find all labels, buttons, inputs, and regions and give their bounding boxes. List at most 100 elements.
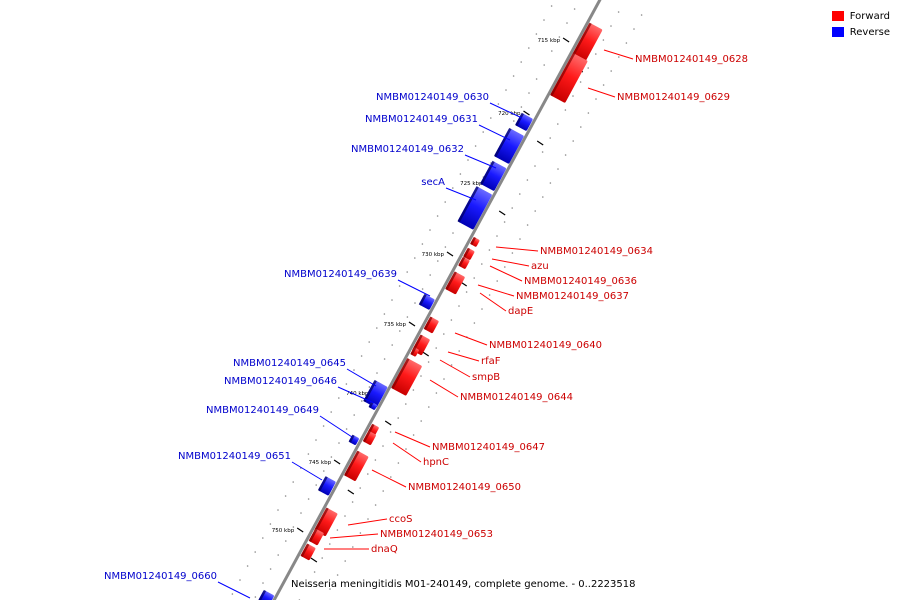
- track-dot: [444, 246, 447, 248]
- label-leader: [329, 533, 379, 539]
- track-dot: [427, 361, 430, 363]
- background-dot-rows: [231, 5, 643, 600]
- track-dot: [444, 201, 447, 203]
- gene-label-forward: NMBM01240149_0629: [617, 92, 730, 103]
- track-dot: [473, 322, 476, 324]
- label-leader: [477, 284, 515, 297]
- track-dot: [414, 302, 416, 304]
- gene-body: [494, 128, 524, 164]
- track-dot: [412, 434, 415, 436]
- track-dot: [505, 89, 507, 91]
- track-dot: [254, 596, 257, 598]
- track-dot: [595, 53, 597, 55]
- gene-shadow: [480, 160, 495, 185]
- track-dot: [526, 179, 529, 181]
- scale-ticks: 715 kbp 720 kbp 725 kbp 730 kbp 735 kbp 740 k…: [272, 37, 584, 563]
- track-dot: [330, 411, 333, 413]
- label-leader: [495, 246, 539, 252]
- scale-tick-label: 715 kbp: [538, 38, 561, 44]
- track-dot: [313, 571, 316, 573]
- gene-shadow: [317, 476, 328, 492]
- scale-tick-label: 725 kbp: [460, 181, 483, 187]
- scale-tick-minor: [498, 210, 506, 216]
- track-dot: [520, 106, 523, 108]
- track-dot: [429, 229, 431, 231]
- gene-shadow: [362, 430, 371, 443]
- gene-arrow: [550, 52, 588, 103]
- track-dot: [374, 459, 377, 461]
- track-dot: [549, 137, 551, 139]
- track-dot: [534, 210, 536, 212]
- label-leader: [454, 332, 488, 346]
- gene-label-reverse: NMBM01240149_0645: [233, 358, 346, 369]
- gene-arrow: [493, 127, 524, 164]
- track-dot: [610, 25, 612, 27]
- scale-tick-label: 730 kbp: [422, 252, 445, 258]
- track-dot: [277, 509, 279, 511]
- track-dot: [465, 291, 468, 293]
- track-dot: [467, 159, 469, 161]
- gene-arrow: [317, 476, 336, 496]
- track-dot: [496, 235, 498, 237]
- track-dot: [458, 350, 461, 352]
- track-dot: [239, 579, 241, 581]
- gene-arrow: [344, 450, 369, 481]
- gene-body: [572, 23, 603, 61]
- gene-label-reverse: NMBM01240149_0632: [351, 144, 464, 155]
- gene-label-reverse: NMBM01240149_0649: [206, 405, 319, 416]
- gene-shadow: [470, 236, 477, 246]
- track-dot: [321, 557, 324, 559]
- gene-shadow: [410, 347, 417, 356]
- track-dot: [376, 327, 378, 329]
- track-dot: [367, 518, 369, 520]
- track-dot: [406, 271, 409, 273]
- scale-tick-label: 745 kbp: [309, 460, 332, 466]
- scale-tick-label: 750 kbp: [272, 528, 295, 534]
- track-dot: [526, 224, 529, 226]
- gene-label-forward: ccoS: [389, 514, 412, 525]
- track-dot: [602, 84, 605, 86]
- legend-forward-label: Forward: [849, 10, 890, 22]
- track-dot: [405, 403, 407, 405]
- track-dot: [353, 369, 355, 371]
- track-dot: [329, 543, 331, 545]
- gene-body: [457, 186, 492, 230]
- gene-shadow: [458, 256, 466, 267]
- scale-tick: [333, 459, 341, 465]
- track-dot: [587, 112, 590, 114]
- gene-body: [480, 161, 506, 191]
- track-dot: [336, 574, 339, 576]
- track-dot: [285, 540, 287, 542]
- label-leader: [392, 442, 422, 463]
- track-dot: [359, 487, 362, 489]
- track-dot: [511, 207, 513, 209]
- track-dot: [488, 249, 491, 251]
- track-dot: [587, 67, 589, 69]
- track-dot: [436, 215, 439, 217]
- gene-label-forward: NMBM01240149_0644: [460, 392, 573, 403]
- track-dot: [353, 414, 356, 416]
- label-leader: [397, 279, 431, 297]
- track-dot: [519, 238, 521, 240]
- scale-tick: [408, 321, 416, 327]
- track-dot: [412, 389, 415, 391]
- label-leader: [394, 431, 431, 448]
- gene-shadow: [418, 293, 427, 306]
- legend: Forward Reverse: [831, 8, 890, 40]
- track-dot: [541, 151, 544, 153]
- track-dot: [572, 95, 574, 97]
- gene-body: [309, 528, 324, 546]
- track-dot: [269, 523, 272, 525]
- gene-shadow: [445, 271, 457, 291]
- track-dot: [398, 285, 401, 287]
- track-dot: [557, 168, 559, 170]
- track-dot: [376, 372, 378, 374]
- track-dot: [535, 33, 538, 35]
- track-dot: [550, 5, 553, 7]
- track-dot: [421, 243, 424, 245]
- track-dot: [520, 61, 522, 63]
- track-dot: [345, 383, 348, 385]
- track-dot: [262, 537, 264, 539]
- track-dot: [382, 445, 384, 447]
